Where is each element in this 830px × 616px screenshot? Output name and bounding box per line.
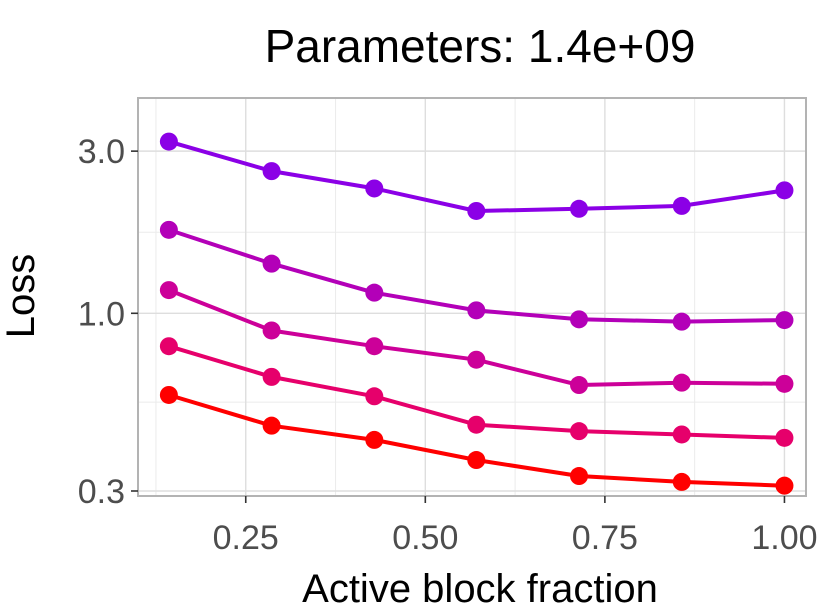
data-point [570, 199, 589, 218]
data-point [775, 476, 794, 495]
data-point [159, 385, 178, 404]
series-4 [159, 337, 794, 447]
series-1 [159, 132, 794, 220]
data-point [159, 220, 178, 239]
data-point [262, 162, 281, 181]
data-point [672, 373, 691, 392]
x-tick-label: 0.50 [392, 519, 458, 557]
series-layer [159, 132, 794, 495]
data-point [467, 201, 486, 220]
y-axis-title: Loss [0, 254, 43, 339]
data-point [775, 311, 794, 330]
data-point [672, 196, 691, 215]
data-point [159, 132, 178, 151]
data-point [467, 301, 486, 320]
data-point [775, 428, 794, 447]
plot-panel-border [137, 97, 807, 497]
data-point [159, 337, 178, 356]
y-tick-label: 3.0 [78, 133, 125, 171]
data-point [467, 350, 486, 369]
series-line [168, 139, 785, 213]
series-line [168, 393, 785, 488]
data-point [467, 415, 486, 434]
data-point [262, 367, 281, 386]
x-tick-label: 0.25 [213, 519, 279, 557]
data-point [365, 283, 384, 302]
x-tick-label: 0.75 [572, 519, 638, 557]
data-point [570, 467, 589, 486]
data-point [570, 422, 589, 441]
data-point [365, 337, 384, 356]
data-point [262, 416, 281, 435]
series-2 [159, 220, 794, 331]
data-point [775, 374, 794, 393]
data-point [672, 472, 691, 491]
series-3 [159, 281, 794, 395]
y-tick-label: 1.0 [78, 295, 125, 333]
axis-ticks: 0.25 0.50 0.75 1.00 0.3 1.0 3.0 [78, 133, 818, 557]
chart-title: Parameters: 1.4e+09 [265, 20, 696, 72]
data-point [672, 312, 691, 331]
data-point [672, 425, 691, 444]
data-point [159, 281, 178, 300]
data-point [262, 254, 281, 273]
data-point [570, 310, 589, 329]
data-point [365, 179, 384, 198]
data-point [365, 387, 384, 406]
data-point [570, 376, 589, 395]
series-5 [159, 385, 794, 495]
data-point [467, 451, 486, 470]
y-tick-label: 0.3 [78, 473, 125, 511]
x-tick-label: 1.00 [751, 519, 817, 557]
data-point [775, 181, 794, 200]
data-point [365, 430, 384, 449]
data-point [262, 321, 281, 340]
x-axis-title: Active block fraction [302, 567, 658, 611]
